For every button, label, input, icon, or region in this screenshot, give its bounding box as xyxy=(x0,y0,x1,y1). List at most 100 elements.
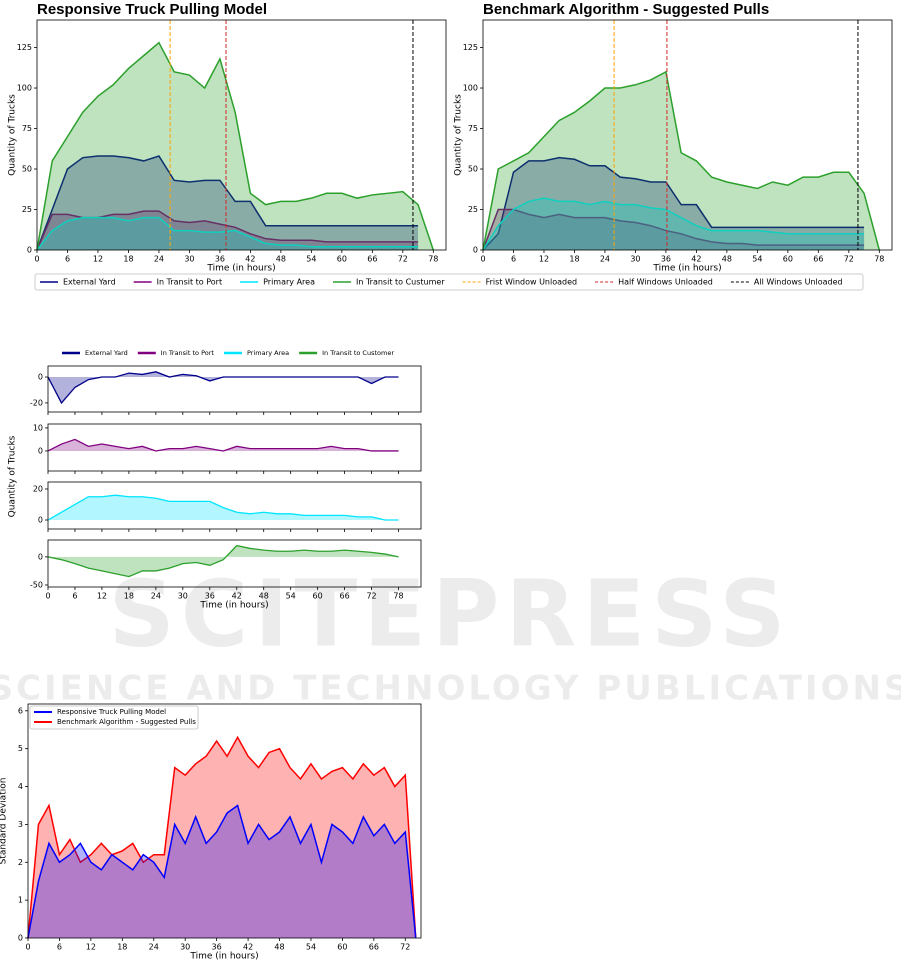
series-line xyxy=(36,216,419,251)
legend-label: In Transit to Port xyxy=(161,349,215,357)
plot-frame xyxy=(47,423,422,472)
area-fill xyxy=(483,71,880,250)
x-tick-label: 6 xyxy=(65,255,70,264)
y-tick-label: 125 xyxy=(463,43,478,52)
series-line xyxy=(36,155,419,251)
x-tick-label: 48 xyxy=(259,592,269,601)
x-tick-label: 12 xyxy=(86,943,96,952)
x-tick-label: 12 xyxy=(93,255,103,264)
y-tick-label: 100 xyxy=(463,84,478,93)
x-tick-label: 60 xyxy=(783,255,793,264)
x-tick-label: 30 xyxy=(630,255,640,264)
x-tick-label: 72 xyxy=(844,255,854,264)
x-tick-label: 24 xyxy=(600,255,610,264)
x-tick-label: 18 xyxy=(124,592,134,601)
x-tick-label: 54 xyxy=(752,255,762,264)
x-tick-label: 0 xyxy=(34,255,39,264)
y-tick-label: 50 xyxy=(22,165,32,174)
series-line xyxy=(47,544,399,578)
y-tick-label: 20 xyxy=(33,484,43,493)
y-tick-label: -50 xyxy=(30,580,43,589)
series-line xyxy=(47,371,399,405)
series-line xyxy=(482,208,865,251)
y-tick-label: 3 xyxy=(18,820,23,829)
area-fill xyxy=(37,42,434,250)
y-tick-label: 25 xyxy=(468,205,478,214)
legend-frame xyxy=(29,705,199,730)
series-line xyxy=(482,70,881,251)
series-line xyxy=(27,735,417,939)
y-tick-label: 1 xyxy=(18,896,23,905)
legend-label: External Yard xyxy=(63,278,116,287)
x-tick-label: 48 xyxy=(276,255,286,264)
x-tick-label: 30 xyxy=(180,943,190,952)
legend-label: Responsive Truck Pulling Model xyxy=(57,708,166,716)
series-line xyxy=(36,41,435,251)
x-tick-label: 0 xyxy=(25,943,30,952)
y-axis-label: Quantity of Trucks xyxy=(454,94,464,176)
y-tick-label: 4 xyxy=(18,782,23,791)
x-tick-label: 66 xyxy=(813,255,823,264)
area-fill xyxy=(28,805,416,938)
y-tick-label: 100 xyxy=(17,84,32,93)
y-tick-label: 0 xyxy=(38,552,43,561)
y-tick-label: 0 xyxy=(38,373,43,382)
x-tick-label: 12 xyxy=(539,255,549,264)
plot-frame xyxy=(47,481,422,530)
y-tick-label: 6 xyxy=(18,706,23,715)
y-tick-label: 10 xyxy=(33,423,43,432)
y-tick-label: 0 xyxy=(38,446,43,455)
x-tick-label: 42 xyxy=(243,943,253,952)
watermark: SCITEPRESS xyxy=(108,560,791,667)
x-tick-label: 42 xyxy=(245,255,255,264)
legend-frame xyxy=(34,273,864,291)
y-axis-label: Quantity of Trucks xyxy=(8,435,18,517)
x-axis-label: Time (in hours) xyxy=(199,601,268,611)
y-tick-label: 2 xyxy=(18,858,23,867)
x-tick-label: 48 xyxy=(722,255,732,264)
y-tick-label: 125 xyxy=(17,43,32,52)
y-tick-label: 25 xyxy=(22,205,32,214)
legend-label: In Transit to Customer xyxy=(322,349,394,357)
x-tick-label: 54 xyxy=(306,255,316,264)
x-tick-label: 6 xyxy=(511,255,516,264)
x-tick-label: 42 xyxy=(691,255,701,264)
x-tick-label: 6 xyxy=(57,943,62,952)
series-line xyxy=(27,804,417,939)
area-fill xyxy=(483,157,865,250)
legend-label: In Transit to Port xyxy=(157,278,222,287)
y-tick-label: 0 xyxy=(18,934,23,943)
x-tick-label: 36 xyxy=(212,943,222,952)
watermark: SCIENCE AND TECHNOLOGY PUBLICATIONS xyxy=(0,669,901,709)
legend-label: In Transit to Custumer xyxy=(356,278,445,287)
x-tick-label: 0 xyxy=(45,592,50,601)
area-fill xyxy=(28,737,416,938)
series-line xyxy=(47,494,399,521)
legend-label: Primary Area xyxy=(247,349,289,357)
x-tick-label: 30 xyxy=(184,255,194,264)
x-axis-label: Time (in hours) xyxy=(652,264,721,274)
x-tick-label: 24 xyxy=(154,255,164,264)
x-tick-label: 0 xyxy=(480,255,485,264)
x-tick-label: 36 xyxy=(661,255,671,264)
x-tick-label: 24 xyxy=(149,943,159,952)
plot-frame xyxy=(36,19,447,251)
area-fill xyxy=(483,198,865,250)
x-tick-label: 60 xyxy=(313,592,323,601)
x-tick-label: 72 xyxy=(400,943,410,952)
x-tick-label: 18 xyxy=(123,255,133,264)
x-tick-label: 60 xyxy=(337,255,347,264)
x-tick-label: 36 xyxy=(205,592,215,601)
x-tick-label: 12 xyxy=(97,592,107,601)
x-tick-label: 18 xyxy=(569,255,579,264)
x-tick-label: 78 xyxy=(874,255,884,264)
x-axis-label: Time (in hours) xyxy=(206,264,275,274)
series-line xyxy=(482,197,865,251)
y-tick-label: 75 xyxy=(22,124,32,133)
y-axis-label: Standard Deviation xyxy=(0,778,9,865)
y-tick-label: 50 xyxy=(468,165,478,174)
x-tick-label: 54 xyxy=(286,592,296,601)
area-fill xyxy=(48,545,399,577)
x-tick-label: 78 xyxy=(393,592,403,601)
